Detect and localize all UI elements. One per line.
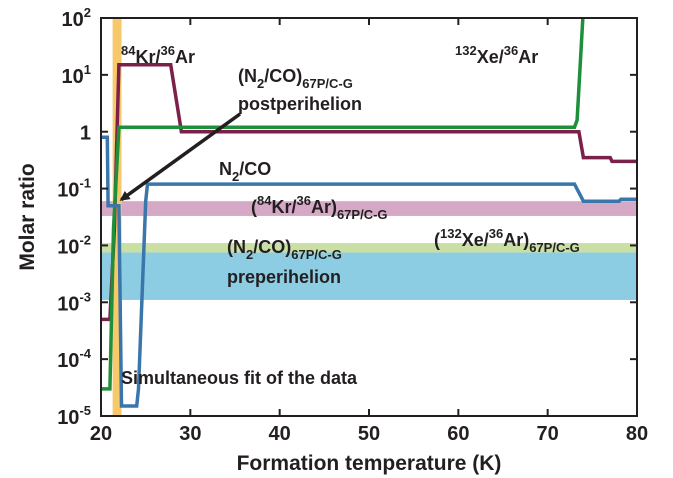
y-tick-label: 10-2	[57, 232, 91, 258]
fit-temperature-band	[112, 18, 122, 416]
y-axis-title: Molar ratio	[16, 163, 39, 270]
n2co-post-label-line2: postperihelion	[238, 94, 362, 114]
kr-band	[101, 201, 637, 216]
series-layer	[101, 18, 637, 408]
kr-series-label: 84Kr/36Ar	[121, 43, 195, 67]
n2co-series-line	[101, 135, 637, 408]
x-tick-label: 40	[269, 423, 291, 445]
ticks-layer: 20 30 40 50 60 70 80 10-5 10-4 10-3 10-2 10-1 1 101 10…	[57, 5, 648, 445]
xe-band	[101, 243, 637, 253]
y-tick-label: 10-3	[57, 289, 91, 315]
kr-band-label: (84Kr/36Ar)67P/C-G	[251, 193, 388, 222]
y-tick-label: 101	[62, 62, 91, 88]
x-axis-title: Formation temperature (K)	[237, 452, 502, 475]
x-tick-label: 60	[447, 423, 469, 445]
x-tick-label: 70	[537, 423, 559, 445]
n2co-pre-band	[101, 252, 637, 300]
y-tick-label: 102	[62, 5, 91, 31]
x-tick-label: 80	[626, 423, 648, 445]
postperihelion-arrow	[119, 112, 242, 202]
n2co-pre-band-label-line2: preperihelion	[227, 267, 341, 287]
x-tick-label: 50	[358, 423, 380, 445]
x-tick-label: 30	[179, 423, 201, 445]
n2co-series-label: N2/CO	[219, 159, 271, 184]
bands-layer	[101, 18, 637, 416]
y-tick-label: 10-5	[57, 403, 91, 429]
n2co-pre-band-label: (N2/CO)67P/C-G	[227, 237, 342, 262]
xe-series-line	[101, 18, 585, 391]
y-tick-label: 10-1	[57, 176, 91, 202]
xe-band-label: (132Xe/36Ar)67P/C-G	[434, 226, 580, 255]
y-tick-label: 1	[80, 123, 91, 145]
xe-series-label: 132Xe/36Ar	[455, 43, 538, 67]
n2co-post-label: (N2/CO)67P/C-G	[238, 66, 353, 91]
simultaneous-fit-label: Simultaneous fit of the data	[121, 368, 358, 388]
x-tick-label: 20	[90, 423, 112, 445]
y-tick-label: 10-4	[57, 346, 92, 372]
